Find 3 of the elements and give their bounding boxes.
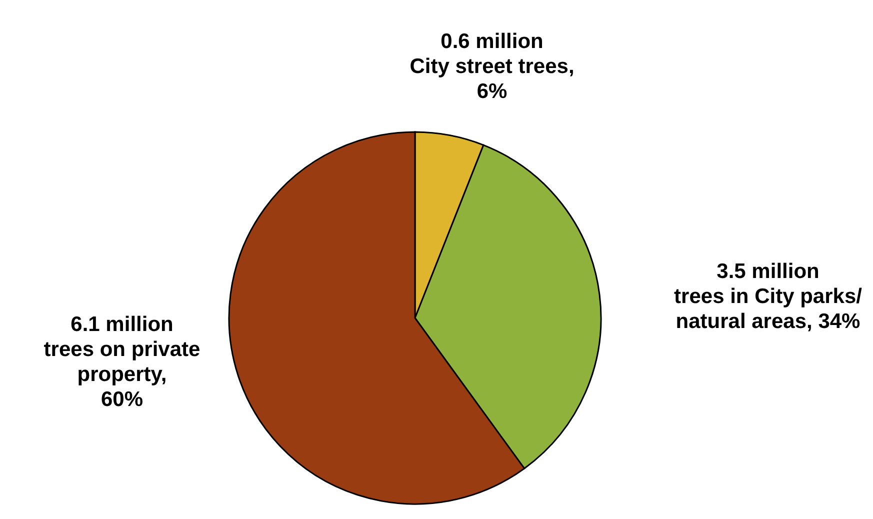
slice-label: 6.1 million trees on private property, 60%	[44, 313, 200, 411]
slice-label: 3.5 million trees in City parks/ natural areas, 34%	[674, 260, 862, 333]
slice-label: 0.6 million City street trees, 6%	[410, 30, 574, 103]
